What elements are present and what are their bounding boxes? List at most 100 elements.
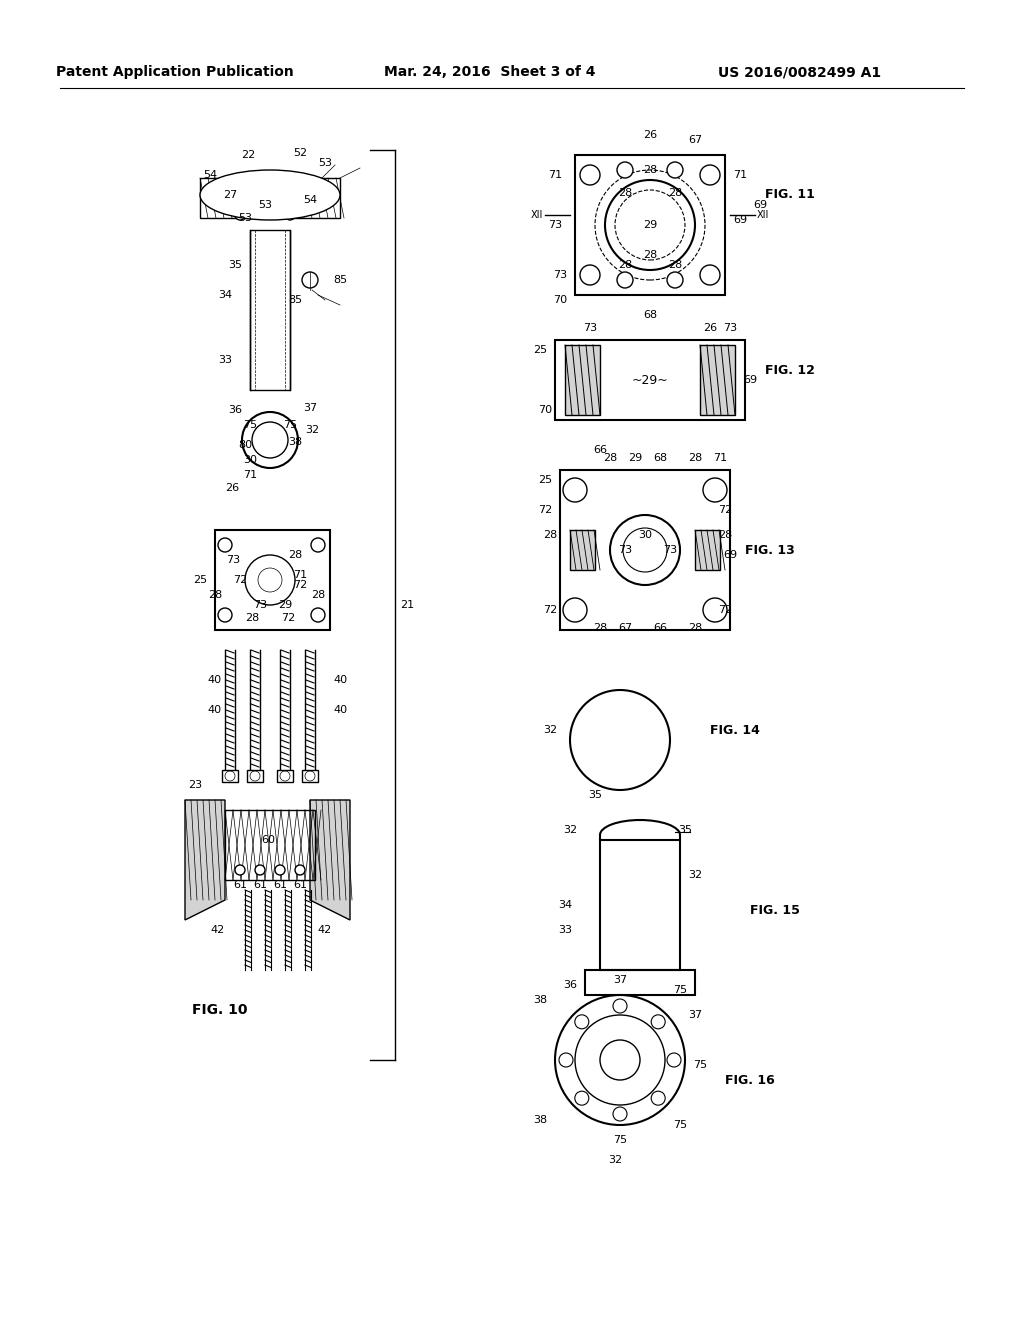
Circle shape bbox=[610, 515, 680, 585]
Text: 28: 28 bbox=[603, 453, 617, 463]
Circle shape bbox=[605, 180, 695, 271]
Bar bbox=[278, 770, 293, 781]
Text: 72: 72 bbox=[543, 605, 557, 615]
Text: 70: 70 bbox=[553, 294, 567, 305]
Bar bbox=[302, 770, 318, 781]
Text: 32: 32 bbox=[305, 425, 319, 436]
Circle shape bbox=[667, 162, 683, 178]
Text: 32: 32 bbox=[543, 725, 557, 735]
Text: 38: 38 bbox=[532, 1115, 547, 1125]
Text: 36: 36 bbox=[228, 405, 242, 414]
Text: 73: 73 bbox=[553, 271, 567, 280]
Text: 72: 72 bbox=[281, 612, 295, 623]
Bar bbox=[570, 531, 595, 570]
Text: 54: 54 bbox=[303, 195, 317, 205]
Circle shape bbox=[667, 1053, 681, 1067]
Text: 61: 61 bbox=[253, 880, 267, 890]
Circle shape bbox=[570, 690, 670, 789]
Text: 73: 73 bbox=[663, 545, 677, 554]
Text: FIG. 12: FIG. 12 bbox=[765, 363, 815, 376]
Text: 71: 71 bbox=[733, 170, 748, 180]
Bar bbox=[247, 770, 263, 781]
Circle shape bbox=[613, 1107, 627, 1121]
Circle shape bbox=[310, 190, 319, 201]
Text: 53: 53 bbox=[318, 158, 332, 168]
Text: 61: 61 bbox=[233, 880, 247, 890]
Text: 30: 30 bbox=[638, 531, 652, 540]
Circle shape bbox=[617, 162, 633, 178]
Text: 72: 72 bbox=[718, 605, 732, 615]
Text: 28: 28 bbox=[617, 260, 632, 271]
Text: 32: 32 bbox=[688, 870, 702, 880]
Circle shape bbox=[295, 865, 305, 875]
Text: 36: 36 bbox=[563, 979, 577, 990]
Text: 66: 66 bbox=[593, 445, 607, 455]
Text: 28: 28 bbox=[668, 260, 682, 271]
Text: 22: 22 bbox=[241, 150, 255, 160]
Circle shape bbox=[234, 210, 245, 220]
Text: 34: 34 bbox=[558, 900, 572, 909]
Circle shape bbox=[285, 210, 295, 220]
Text: FIG. 14: FIG. 14 bbox=[710, 723, 760, 737]
Text: 29: 29 bbox=[643, 220, 657, 230]
Text: FIG. 13: FIG. 13 bbox=[745, 544, 795, 557]
Circle shape bbox=[580, 165, 600, 185]
Circle shape bbox=[667, 272, 683, 288]
Circle shape bbox=[252, 422, 288, 458]
Text: 72: 72 bbox=[718, 506, 732, 515]
Text: 28: 28 bbox=[718, 531, 732, 540]
Text: 28: 28 bbox=[288, 550, 302, 560]
Text: ~29~: ~29~ bbox=[632, 374, 669, 387]
Text: 28: 28 bbox=[208, 590, 222, 601]
Circle shape bbox=[305, 205, 315, 215]
Text: 42: 42 bbox=[211, 925, 225, 935]
Text: 73: 73 bbox=[548, 220, 562, 230]
Circle shape bbox=[311, 539, 325, 552]
Text: 33: 33 bbox=[558, 925, 572, 935]
Circle shape bbox=[703, 598, 727, 622]
Circle shape bbox=[234, 865, 245, 875]
Text: 21: 21 bbox=[400, 601, 414, 610]
Text: 28: 28 bbox=[643, 249, 657, 260]
Text: 28: 28 bbox=[543, 531, 557, 540]
Text: 28: 28 bbox=[245, 612, 259, 623]
Text: FIG. 10: FIG. 10 bbox=[193, 1003, 248, 1016]
Text: 27: 27 bbox=[223, 190, 238, 201]
Text: 38: 38 bbox=[288, 437, 302, 447]
Text: 69: 69 bbox=[733, 215, 748, 224]
Text: 70: 70 bbox=[538, 405, 552, 414]
Circle shape bbox=[574, 1092, 589, 1105]
Text: 85: 85 bbox=[288, 294, 302, 305]
Circle shape bbox=[242, 412, 298, 469]
Circle shape bbox=[600, 1040, 640, 1080]
Text: 32: 32 bbox=[608, 1155, 622, 1166]
Text: 80: 80 bbox=[238, 440, 252, 450]
Text: 28: 28 bbox=[688, 453, 702, 463]
Circle shape bbox=[617, 272, 633, 288]
Text: 73: 73 bbox=[253, 601, 267, 610]
Text: 75: 75 bbox=[283, 420, 297, 430]
Text: 35: 35 bbox=[588, 789, 602, 800]
Text: 40: 40 bbox=[333, 705, 347, 715]
Text: 75: 75 bbox=[693, 1060, 707, 1071]
Polygon shape bbox=[185, 800, 225, 920]
Circle shape bbox=[563, 598, 587, 622]
Text: 34: 34 bbox=[218, 290, 232, 300]
Circle shape bbox=[651, 1015, 666, 1028]
Text: 68: 68 bbox=[643, 310, 657, 319]
Text: 53: 53 bbox=[238, 213, 252, 223]
Text: 67: 67 bbox=[617, 623, 632, 634]
Text: 85: 85 bbox=[333, 275, 347, 285]
Circle shape bbox=[275, 865, 285, 875]
Circle shape bbox=[245, 554, 295, 605]
Text: 29: 29 bbox=[628, 453, 642, 463]
Text: 37: 37 bbox=[613, 975, 627, 985]
Text: 38: 38 bbox=[532, 995, 547, 1005]
Text: 71: 71 bbox=[548, 170, 562, 180]
Text: 40: 40 bbox=[208, 705, 222, 715]
Text: 29: 29 bbox=[278, 601, 292, 610]
Text: 71: 71 bbox=[713, 453, 727, 463]
Text: XII: XII bbox=[530, 210, 543, 220]
Text: FIG. 15: FIG. 15 bbox=[750, 903, 800, 916]
Circle shape bbox=[574, 1015, 589, 1028]
